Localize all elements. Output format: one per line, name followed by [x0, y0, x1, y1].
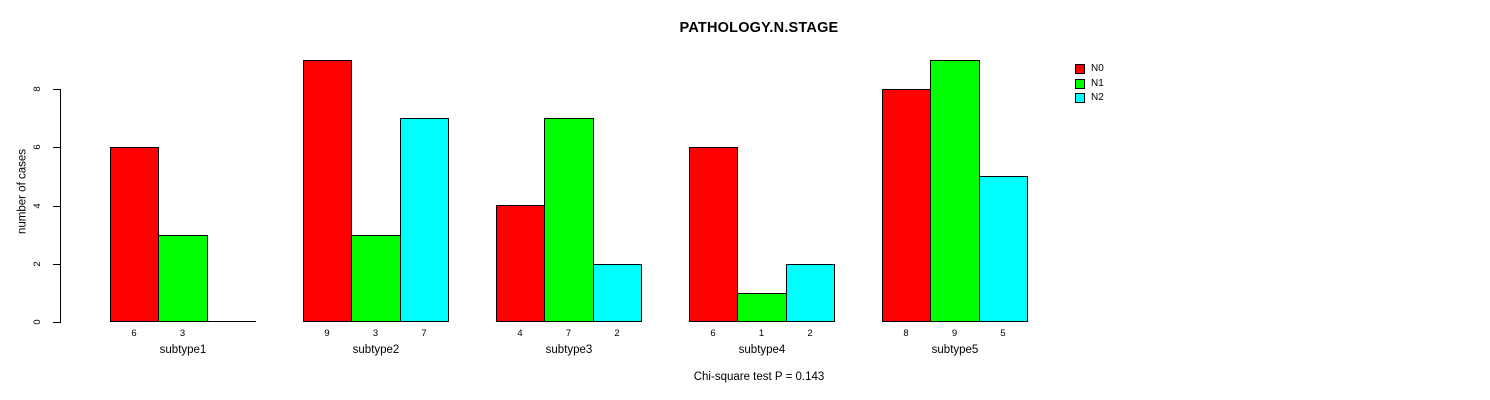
category-label-subtype3: subtype3	[545, 344, 593, 356]
bar-N0-subtype2	[303, 60, 352, 322]
legend-item-N1: N1	[1075, 77, 1104, 92]
bar-value-label: 9	[951, 328, 958, 339]
y-axis-line	[60, 89, 61, 323]
y-tick-mark	[53, 147, 60, 148]
legend-label-N2: N2	[1091, 92, 1104, 104]
bar-value-label: 7	[565, 328, 572, 339]
bar-value-label: 3	[179, 328, 186, 339]
bar-N2-subtype2	[400, 118, 449, 322]
bar-value-label: 9	[324, 328, 330, 339]
y-tick-mark	[53, 264, 60, 265]
legend: N0 N1 N2	[1075, 62, 1104, 106]
bar-value-label: 8	[903, 328, 909, 339]
legend-swatch-N1	[1075, 78, 1085, 89]
bar-value-label: 6	[710, 328, 716, 339]
category-label-subtype1: subtype1	[159, 344, 207, 356]
legend-swatch-N0	[1075, 64, 1085, 75]
zero-bar-N2-subtype1	[207, 321, 256, 322]
bar-N1-subtype2	[351, 235, 401, 322]
category-label-subtype2: subtype2	[352, 344, 400, 356]
y-tick-mark	[53, 322, 60, 323]
legend-item-N2: N2	[1075, 91, 1104, 106]
y-tick-label: 2	[31, 261, 43, 267]
bar-value-label: 2	[614, 328, 620, 339]
y-tick-mark	[53, 206, 60, 207]
category-label-subtype5: subtype5	[931, 344, 979, 356]
legend-item-N0: N0	[1075, 62, 1104, 77]
legend-label-N0: N0	[1091, 63, 1104, 75]
bar-value-label: 4	[517, 328, 523, 339]
bar-value-label: 1	[758, 328, 765, 339]
bar-value-label: 6	[131, 328, 137, 339]
bar-N0-subtype5	[882, 89, 931, 322]
y-tick-label: 0	[31, 319, 43, 325]
bar-value-label: 5	[1000, 328, 1006, 339]
y-tick-mark	[53, 89, 60, 90]
bar-value-label: 2	[807, 328, 813, 339]
chart-title: PATHOLOGY.N.STAGE	[679, 20, 839, 36]
bar-N2-subtype5	[979, 176, 1028, 322]
bar-N2-subtype3	[593, 264, 642, 322]
bar-value-label: 3	[372, 328, 379, 339]
category-label-subtype4: subtype4	[738, 344, 786, 356]
bar-N1-subtype4	[737, 293, 787, 322]
legend-label-N1: N1	[1091, 77, 1104, 89]
y-tick-label: 8	[31, 86, 43, 92]
bar-N1-subtype3	[544, 118, 594, 322]
bar-N0-subtype3	[496, 205, 545, 322]
bar-N1-subtype5	[930, 60, 980, 322]
chart-annotation: Chi-square test P = 0.143	[693, 371, 825, 383]
bar-N1-subtype1	[158, 235, 208, 322]
bar-N0-subtype1	[110, 147, 159, 322]
y-tick-label: 4	[31, 203, 43, 209]
bar-value-label: 7	[421, 328, 427, 339]
legend-swatch-N2	[1075, 93, 1085, 104]
bar-N2-subtype4	[786, 264, 835, 322]
bar-N0-subtype4	[689, 147, 738, 322]
y-tick-label: 6	[31, 144, 43, 150]
